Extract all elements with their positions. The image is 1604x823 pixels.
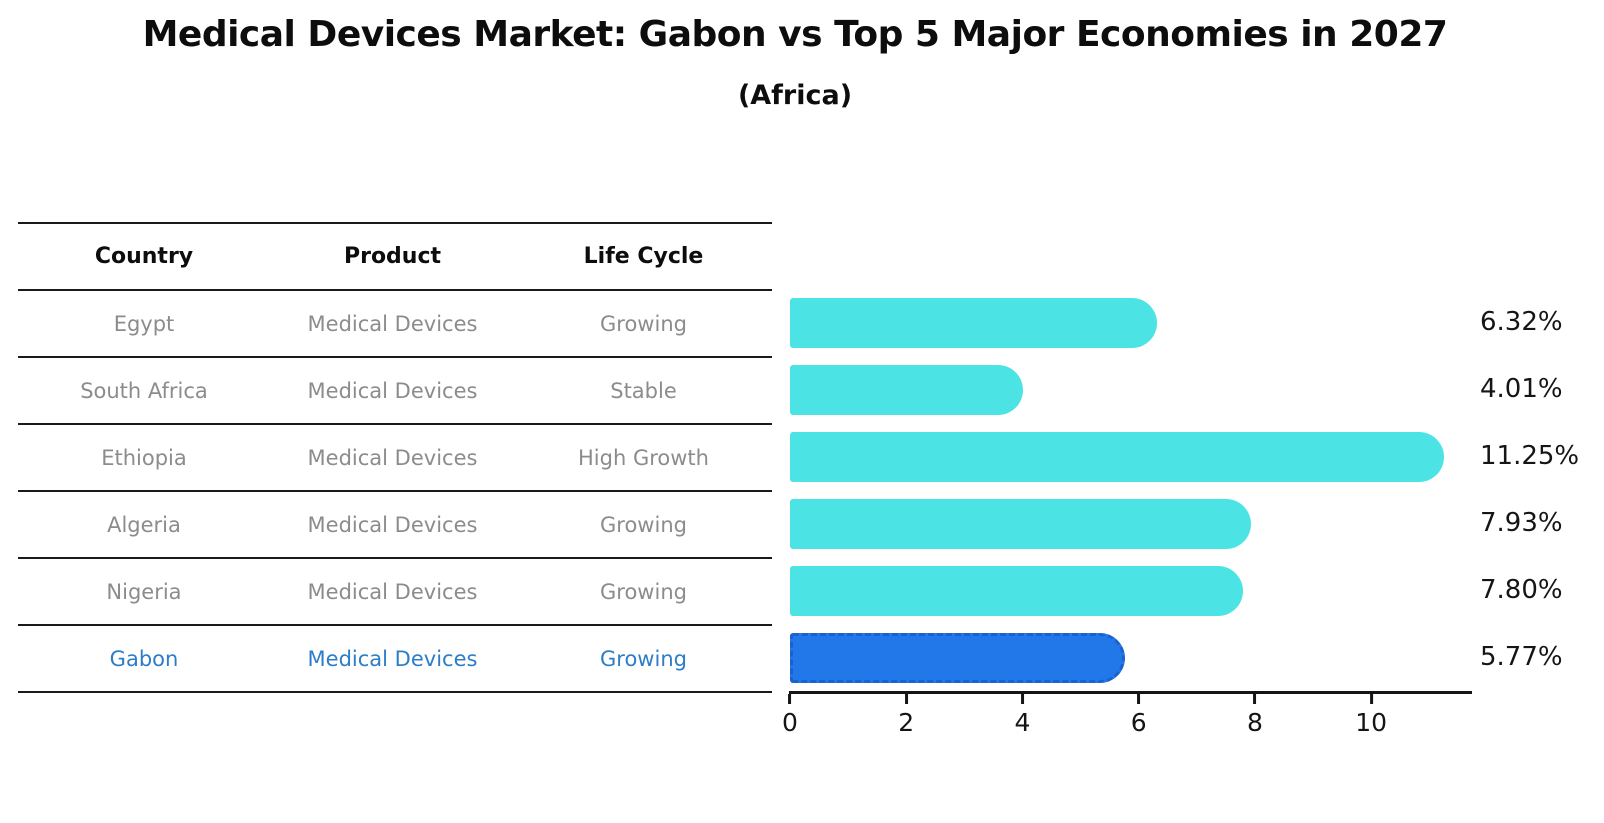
life-cycle-cell: Growing — [600, 311, 687, 336]
value-label-column: 6.32% 4.01% 11.25% 7.93% 7.80% 5.77% — [1480, 289, 1604, 691]
product-cell: Medical Devices — [307, 311, 478, 336]
value-label-south-africa: 4.01% — [1480, 374, 1563, 404]
country-table: Country Product Life Cycle Egypt Medical… — [18, 222, 772, 693]
table-row-south-africa: South Africa Medical Devices Stable — [18, 358, 772, 425]
column-header-product: Product — [343, 244, 442, 269]
x-tick-label: 4 — [1014, 708, 1031, 737]
table-row-gabon: Gabon Medical Devices Growing — [18, 626, 772, 693]
country-cell: Algeria — [107, 512, 181, 537]
x-axis-line — [789, 691, 1472, 694]
x-axis: 0 2 4 6 8 10 — [782, 694, 1470, 754]
bar-gabon-highlighted — [790, 632, 1126, 683]
chart-title: Medical Devices Market: Gabon vs Top 5 M… — [142, 14, 1448, 55]
country-cell: Nigeria — [106, 579, 182, 604]
bar-row — [790, 423, 1470, 490]
country-cell: South Africa — [80, 378, 208, 403]
bar-row — [790, 356, 1470, 423]
x-tick: 0 — [782, 694, 798, 737]
chart-subtitle: (Africa) — [737, 80, 853, 111]
life-cycle-cell: Growing — [600, 579, 687, 604]
product-cell: Medical Devices — [307, 512, 478, 537]
bar-row — [790, 557, 1470, 624]
column-header-life-cycle: Life Cycle — [583, 244, 704, 269]
product-cell: Medical Devices — [307, 579, 478, 604]
x-tick-mark — [1137, 694, 1141, 704]
life-cycle-cell: Stable — [610, 378, 677, 403]
country-cell: Egypt — [113, 311, 175, 336]
x-tick-mark — [788, 694, 792, 704]
country-cell: Ethiopia — [101, 445, 187, 470]
product-cell: Medical Devices — [307, 378, 478, 403]
value-label-ethiopia: 11.25% — [1480, 441, 1580, 471]
bar-plot-area — [790, 289, 1470, 691]
x-tick-label: 2 — [898, 708, 915, 737]
life-cycle-cell: High Growth — [578, 445, 709, 470]
bar-nigeria — [790, 565, 1244, 616]
bar-row — [790, 624, 1470, 691]
x-tick: 6 — [1131, 694, 1147, 737]
value-label-egypt: 6.32% — [1480, 307, 1563, 337]
life-cycle-cell: Growing — [600, 646, 687, 671]
x-tick-label: 8 — [1247, 708, 1263, 737]
table-header-row: Country Product Life Cycle — [18, 224, 772, 291]
bar-row — [790, 289, 1470, 356]
value-label-algeria: 7.93% — [1480, 508, 1563, 538]
x-tick-mark — [1253, 694, 1257, 704]
life-cycle-cell: Growing — [600, 512, 687, 537]
country-cell: Gabon — [109, 646, 179, 671]
bar-ethiopia — [790, 431, 1444, 482]
x-tick-label: 0 — [782, 708, 798, 737]
bar-egypt — [790, 297, 1158, 348]
x-tick: 10 — [1355, 694, 1387, 737]
bar-south-africa — [790, 364, 1024, 415]
column-header-country: Country — [94, 244, 194, 269]
value-label-nigeria: 7.80% — [1480, 575, 1563, 605]
table-row-egypt: Egypt Medical Devices Growing — [18, 291, 772, 358]
bar-row — [790, 490, 1470, 557]
product-cell: Medical Devices — [307, 646, 478, 671]
value-label-gabon: 5.77% — [1480, 642, 1563, 672]
x-tick-label: 6 — [1130, 708, 1147, 737]
bar-algeria — [790, 498, 1251, 549]
x-tick: 8 — [1247, 694, 1263, 737]
x-tick-label: 10 — [1355, 708, 1388, 737]
x-tick: 4 — [1014, 694, 1031, 737]
x-tick-mark — [1369, 694, 1373, 704]
table-row-algeria: Algeria Medical Devices Growing — [18, 492, 772, 559]
product-cell: Medical Devices — [307, 445, 478, 470]
table-row-nigeria: Nigeria Medical Devices Growing — [18, 559, 772, 626]
x-tick-mark — [1020, 694, 1024, 704]
table-row-ethiopia: Ethiopia Medical Devices High Growth — [18, 425, 772, 492]
x-tick: 2 — [898, 694, 914, 737]
x-tick-mark — [904, 694, 908, 704]
